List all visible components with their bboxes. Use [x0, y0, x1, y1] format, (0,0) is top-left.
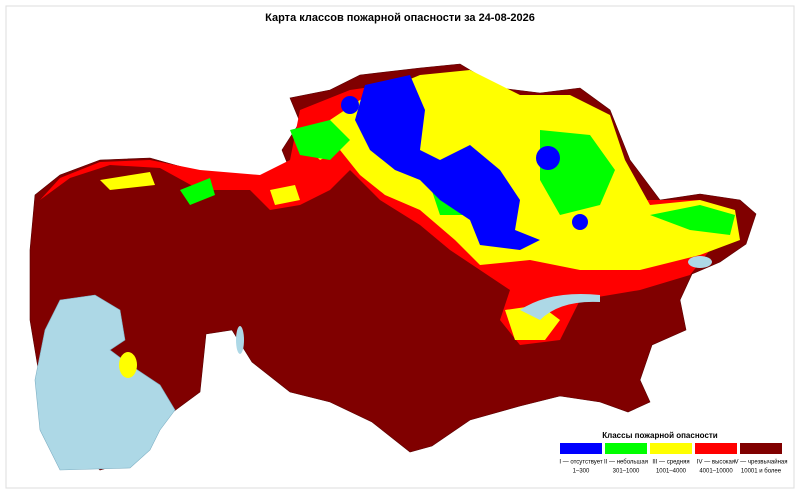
legend-label: III — средняя	[652, 460, 689, 466]
legend-swatch	[560, 443, 602, 454]
legend-label: I — отсутствует	[559, 460, 602, 466]
frame	[5, 5, 795, 489]
legend-label: IV — высокая	[697, 460, 735, 466]
region-none	[341, 96, 359, 114]
legend-range: 10001 и более	[741, 469, 782, 475]
lake-alakol	[688, 256, 712, 268]
lake-balkhash	[520, 294, 600, 320]
legend-swatch	[605, 443, 647, 454]
legend-swatch	[740, 443, 782, 454]
legend-range: 301–1000	[613, 469, 640, 475]
legend-swatch	[650, 443, 692, 454]
map-title: Карта классов пожарной опасности за 24-0…	[265, 12, 535, 24]
legend-range: 1001–4000	[656, 469, 687, 475]
caspian-sea	[34, 294, 176, 471]
region-none	[365, 123, 379, 137]
region-medium	[119, 352, 137, 378]
legend-range: 1–300	[573, 469, 590, 475]
legend-swatch	[695, 443, 737, 454]
aral-sea	[236, 326, 244, 354]
legend-label: V — чрезвычайная	[735, 459, 788, 466]
region-none	[572, 214, 588, 230]
region-none	[355, 75, 540, 250]
legend-label: II — небольшая	[604, 460, 648, 466]
legend-title: Классы пожарной опасности	[602, 431, 718, 440]
legend: Классы пожарной опасности I — отсутствуе…	[559, 431, 787, 474]
region-none	[536, 146, 560, 170]
legend-range: 4001–10000	[699, 469, 733, 475]
